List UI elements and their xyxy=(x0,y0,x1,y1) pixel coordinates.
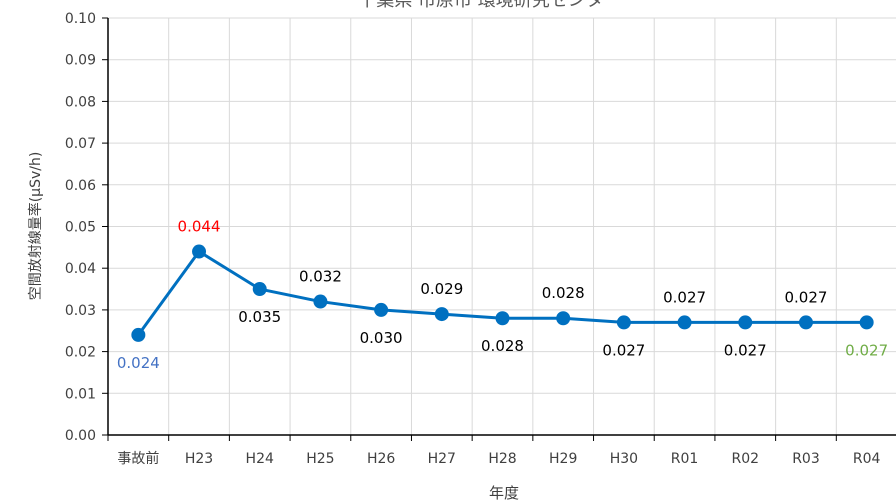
data-point xyxy=(798,315,813,330)
y-tick-label: 0.09 xyxy=(65,53,96,69)
x-tick-label: R03 xyxy=(792,451,820,467)
data-label: 0.024 xyxy=(117,354,160,372)
data-point xyxy=(252,282,267,297)
gridlines xyxy=(108,17,896,435)
data-label: 0.029 xyxy=(420,280,463,298)
data-point xyxy=(313,294,328,309)
y-tick-label: 0.08 xyxy=(65,94,96,110)
data-point xyxy=(738,315,753,330)
data-point xyxy=(859,315,874,330)
y-tick-label: 0.01 xyxy=(65,386,96,402)
x-tick-label: H26 xyxy=(367,451,395,467)
data-point xyxy=(192,244,207,259)
x-tick-label: R04 xyxy=(853,451,881,467)
x-tick-label: H24 xyxy=(246,451,274,467)
data-label: 0.028 xyxy=(481,337,524,355)
data-point xyxy=(434,307,449,322)
y-tick-label: 0.05 xyxy=(65,220,96,236)
x-tick-label: H25 xyxy=(306,451,334,467)
data-point xyxy=(374,302,389,317)
data-label: 0.027 xyxy=(845,341,888,359)
data-label: 0.030 xyxy=(360,329,403,347)
x-tick-labels: 事故前 H23 H24 H25 H26 H27 H28 H29 H30 R01 R02 R03 R04 xyxy=(117,450,880,467)
data-label: 0.027 xyxy=(784,288,827,306)
x-tick-label: 事故前 xyxy=(117,450,159,467)
data-point xyxy=(556,311,571,326)
data-point xyxy=(495,311,510,326)
x-tick-label: H23 xyxy=(185,451,213,467)
data-label: 0.028 xyxy=(542,284,585,302)
data-labels: 0.024 0.044 0.035 0.032 0.030 0.029 0.028 0.028… xyxy=(117,218,888,372)
data-label: 0.035 xyxy=(238,308,281,326)
y-tick-label: 0.10 xyxy=(65,11,96,27)
axes xyxy=(102,17,896,441)
x-tick-label: H30 xyxy=(610,451,638,467)
y-tick-label: 0.03 xyxy=(65,303,96,319)
y-tick-label: 0.07 xyxy=(65,136,96,152)
y-tick-labels: 0.00 0.01 0.02 0.03 0.04 0.05 0.06 0.07 0.08 0.09… xyxy=(65,11,96,444)
data-label: 0.044 xyxy=(178,218,221,236)
data-points xyxy=(131,244,874,342)
data-label: 0.027 xyxy=(602,341,645,359)
x-tick-label: R01 xyxy=(671,451,699,467)
y-tick-label: 0.04 xyxy=(65,261,96,277)
x-tick-label: H29 xyxy=(549,451,577,467)
x-axis-label: 年度 xyxy=(489,484,519,502)
x-tick-label: H28 xyxy=(488,451,516,467)
y-tick-label: 0.02 xyxy=(65,345,96,361)
y-tick-label: 0.00 xyxy=(65,428,96,444)
y-tick-label: 0.06 xyxy=(65,178,96,194)
data-label: 0.032 xyxy=(299,268,342,286)
data-label: 0.027 xyxy=(724,341,767,359)
y-axis-label: 空間放射線量率(μSv/h) xyxy=(27,152,44,301)
data-point xyxy=(677,315,692,330)
data-point xyxy=(616,315,631,330)
data-point xyxy=(131,327,146,342)
x-tick-label: H27 xyxy=(428,451,456,467)
data-label: 0.027 xyxy=(663,288,706,306)
chart-title: 千葉県 市原市 環境研究センター xyxy=(358,0,621,11)
x-tick-label: R02 xyxy=(731,451,759,467)
